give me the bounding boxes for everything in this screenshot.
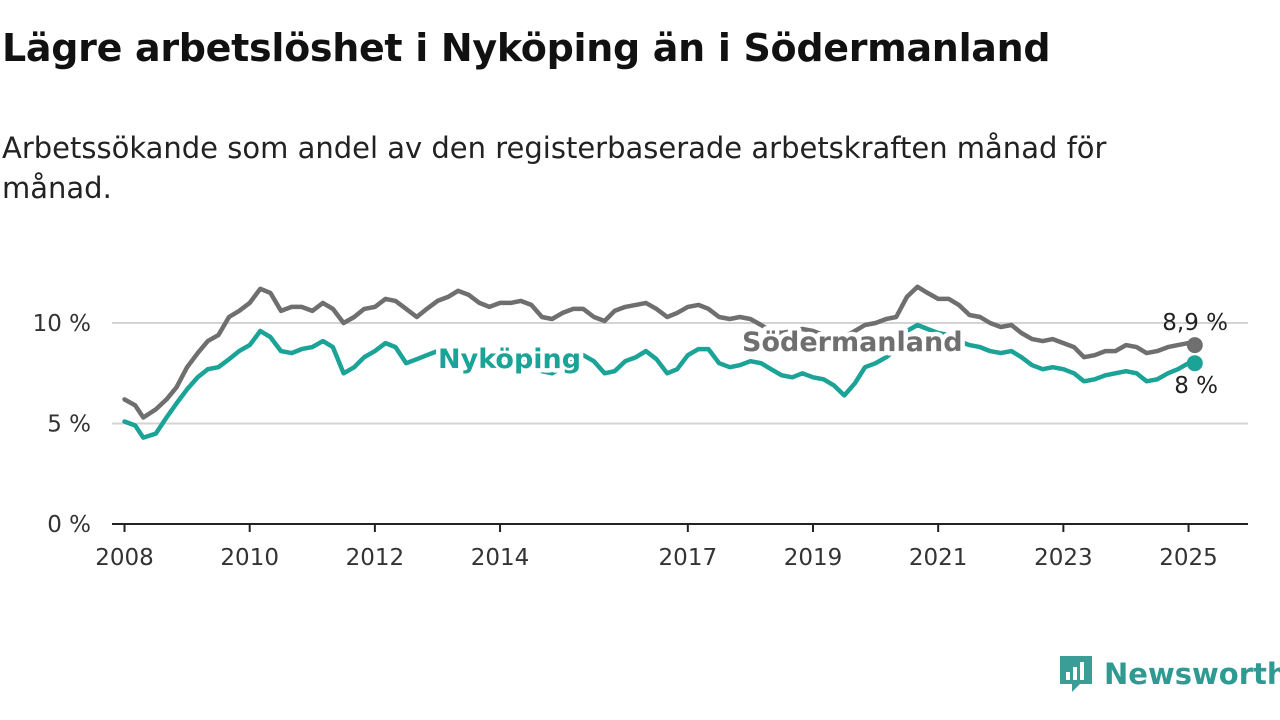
grid-lines	[112, 322, 1248, 425]
y-tick-label: 5 %	[47, 412, 91, 438]
x-tick-label: 2014	[471, 545, 530, 571]
brand-name: Newsworthy	[1104, 657, 1280, 691]
series-label-nykoping-halo: Nyköping	[438, 344, 581, 375]
series-line-nykoping	[122, 322, 1198, 440]
series-label-sodermanland-halo: Södermanland	[742, 327, 963, 358]
series-label-nykoping: Nyköping	[438, 344, 581, 375]
series-labels: NyköpingNyköpingSödermanlandSödermanland…	[434, 310, 1229, 399]
x-tick-label: 2010	[220, 545, 279, 571]
line-chart: 0 % 5 % 10 % 2008 2010 2012 2014 2017 2019 2021 20…	[33, 284, 1248, 571]
x-tick-label: 2008	[95, 545, 154, 571]
x-tick-label: 2023	[1034, 545, 1093, 571]
newsworthy-logo-icon	[1060, 656, 1092, 692]
series-label-sodermanland: Södermanland	[742, 327, 963, 358]
series-line-sodermanland	[122, 284, 1198, 420]
x-tick-label: 2012	[346, 545, 405, 571]
series-lines	[122, 284, 1203, 440]
series-end-marker	[1186, 337, 1203, 354]
end-value-sodermanland: 8,9 %	[1162, 310, 1228, 336]
series-end-marker	[1186, 355, 1203, 372]
x-tick-label: 2017	[659, 545, 718, 571]
chart-subtitle: Arbetssökande som andel av den registerb…	[2, 131, 1107, 205]
end-value-nykoping: 8 %	[1174, 373, 1218, 399]
y-tick-label: 0 %	[47, 512, 91, 538]
axes: 0 % 5 % 10 % 2008 2010 2012 2014 2017 2019 2021 20…	[33, 311, 1248, 571]
newsworthy-logo[interactable]: Newsworthy	[1058, 652, 1280, 696]
y-tick-label: 10 %	[33, 311, 91, 337]
x-tick-label: 2019	[784, 545, 843, 571]
x-tick-label: 2025	[1159, 545, 1218, 571]
chart-title: Lägre arbetslöshet i Nyköping än i Söder…	[2, 26, 1051, 70]
x-tick-label: 2021	[909, 545, 968, 571]
